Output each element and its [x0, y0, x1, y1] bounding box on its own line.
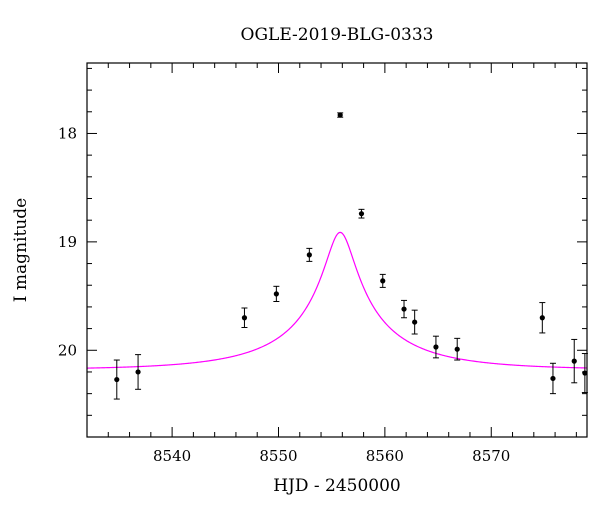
y-tick-label: 19: [58, 233, 77, 251]
data-points: [113, 112, 588, 400]
x-axis-label: HJD - 2450000: [273, 476, 401, 496]
plot-frame: [86, 62, 588, 438]
data-point-marker: [433, 344, 439, 350]
data-point: [454, 337, 461, 361]
data-point: [113, 359, 120, 400]
data-point: [135, 354, 142, 390]
data-point-marker: [582, 370, 588, 376]
data-point: [273, 285, 280, 302]
x-tick-label: 8550: [259, 447, 297, 465]
data-point: [571, 338, 578, 384]
data-point: [306, 247, 313, 262]
data-point-marker: [412, 319, 418, 325]
data-point-marker: [380, 278, 386, 284]
y-axis-label: I magnitude: [11, 198, 31, 302]
y-tick-label: 18: [58, 124, 77, 142]
data-point: [337, 112, 344, 118]
model-curve: [86, 231, 588, 369]
data-point: [241, 307, 248, 329]
data-point-marker: [135, 369, 141, 375]
data-point: [432, 335, 439, 359]
data-point: [401, 299, 408, 319]
data-point-marker: [539, 315, 545, 321]
data-point: [539, 302, 546, 334]
x-tick-label: 8540: [153, 447, 191, 465]
data-point-marker: [571, 358, 577, 364]
data-point-marker: [241, 315, 248, 321]
data-point-marker: [337, 112, 343, 118]
chart-title: OGLE-2019-BLG-0333: [241, 25, 434, 45]
data-point: [379, 273, 386, 288]
data-point-marker: [273, 291, 279, 297]
plot-area: 8540 8550 8560 8570 18 19 20: [58, 62, 588, 465]
x-tick-label: 8560: [366, 447, 404, 465]
data-point-marker: [550, 375, 556, 382]
axis-tick-labels: 8540 8550 8560 8570 18 19 20: [58, 124, 510, 465]
data-point-marker: [454, 346, 460, 352]
x-tick-label: 8570: [472, 447, 510, 465]
data-point-marker: [306, 252, 312, 258]
data-point: [411, 309, 418, 335]
data-point-marker: [358, 211, 365, 217]
data-point: [358, 208, 365, 219]
data-point-marker: [401, 306, 407, 312]
data-point: [549, 362, 556, 395]
axis-ticks: [86, 63, 587, 438]
data-point-marker: [114, 376, 120, 383]
y-tick-label: 20: [58, 341, 77, 359]
